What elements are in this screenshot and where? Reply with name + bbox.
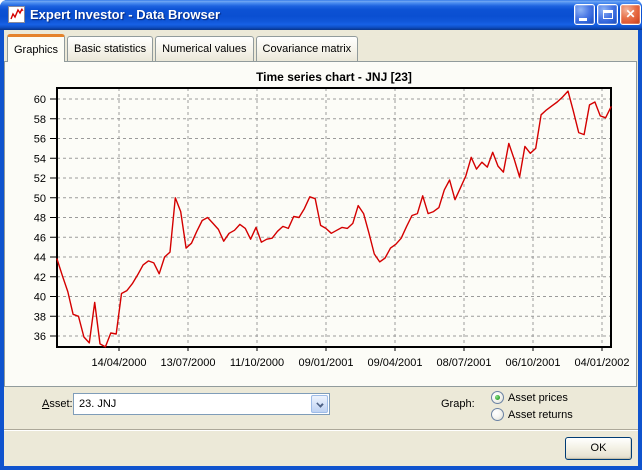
- svg-text:14/04/2000: 14/04/2000: [91, 357, 146, 369]
- svg-text:54: 54: [34, 153, 46, 165]
- svg-text:46: 46: [34, 232, 46, 244]
- svg-text:60: 60: [34, 94, 46, 106]
- chevron-down-icon: [315, 400, 324, 408]
- tab-page-graphics: 60 58 56 54 52 50 48 46 44 42 40 38 36 14/04/2000 13/0…: [4, 61, 637, 387]
- app-icon: [8, 6, 25, 23]
- svg-text:11/10/2000: 11/10/2000: [230, 357, 284, 369]
- svg-text:06/10/2001: 06/10/2001: [505, 357, 560, 369]
- chart-svg: 60 58 56 54 52 50 48 46 44 42 40 38 36 14/04/2000 13/0…: [34, 70, 630, 369]
- window-title: Expert Investor - Data Browser: [30, 7, 221, 22]
- svg-text:44: 44: [34, 252, 46, 264]
- svg-text:36: 36: [34, 331, 46, 343]
- svg-text:09/04/2001: 09/04/2001: [367, 357, 422, 369]
- minimize-icon: [579, 18, 587, 21]
- tab-numerical-values[interactable]: Numerical values: [155, 36, 254, 61]
- svg-text:56: 56: [34, 134, 46, 146]
- ok-button[interactable]: OK: [565, 437, 632, 460]
- minimize-button[interactable]: [574, 4, 595, 25]
- chart-title: Time series chart - JNJ [23]: [256, 70, 412, 84]
- svg-text:04/01/2002: 04/01/2002: [574, 357, 629, 369]
- close-button[interactable]: ✕: [620, 4, 641, 25]
- maximize-button[interactable]: [597, 4, 618, 25]
- svg-text:13/07/2000: 13/07/2000: [160, 357, 215, 369]
- radio-asset-returns[interactable]: [491, 408, 504, 421]
- svg-text:52: 52: [34, 173, 46, 185]
- close-icon: ✕: [625, 7, 636, 21]
- asset-combobox[interactable]: 23. JNJ: [73, 393, 330, 415]
- tab-covariance-matrix[interactable]: Covariance matrix: [255, 36, 359, 61]
- tab-graphics[interactable]: Graphics: [7, 34, 66, 62]
- svg-text:40: 40: [34, 292, 46, 304]
- combobox-dropdown-button[interactable]: [311, 395, 328, 413]
- svg-text:50: 50: [34, 193, 46, 205]
- radio-asset-prices[interactable]: [491, 391, 504, 404]
- radio-asset-prices-label: Asset prices: [508, 392, 568, 404]
- svg-text:09/01/2001: 09/01/2001: [298, 357, 353, 369]
- titlebar[interactable]: Expert Investor - Data Browser ✕: [0, 0, 642, 30]
- radio-asset-returns-label: Asset returns: [508, 409, 573, 421]
- svg-text:42: 42: [34, 272, 46, 284]
- svg-text:08/07/2001: 08/07/2001: [436, 357, 491, 369]
- client-area: Graphics Basic statistics Numerical valu…: [4, 30, 638, 466]
- tab-strip: Graphics Basic statistics Numerical valu…: [7, 33, 360, 62]
- asset-label: Asset:: [42, 398, 73, 410]
- maximize-icon: [603, 10, 613, 19]
- svg-text:58: 58: [34, 114, 46, 126]
- tab-basic-statistics[interactable]: Basic statistics: [67, 36, 154, 61]
- asset-combobox-value: 23. JNJ: [79, 398, 117, 410]
- graph-label: Graph:: [441, 398, 475, 410]
- divider: [4, 429, 638, 431]
- svg-text:48: 48: [34, 213, 46, 225]
- svg-text:38: 38: [34, 311, 46, 323]
